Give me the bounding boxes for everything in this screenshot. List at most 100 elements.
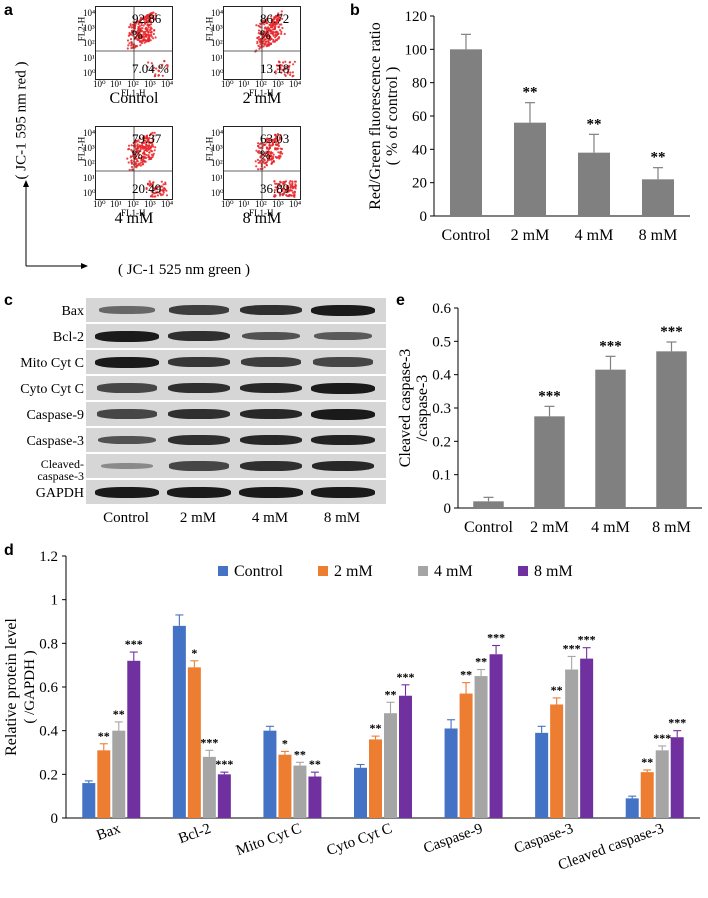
blot-row-label: Bcl-2 [52, 330, 84, 345]
y-axis-title: Cleaved caspase-3 [397, 349, 414, 468]
flow-event-dot [270, 151, 273, 154]
blot-band [168, 408, 230, 420]
flow-event-dot [152, 37, 155, 40]
flow-event-dot [143, 21, 146, 24]
flow-event-dot [153, 149, 156, 152]
blot-band [100, 462, 154, 470]
significance-mark: *** [215, 757, 233, 771]
flow-event-dot [150, 21, 153, 24]
flow-event-dot [280, 30, 283, 33]
flow-event-dot [130, 33, 133, 36]
significance-mark: *** [660, 324, 683, 340]
significance-mark: ** [651, 150, 666, 166]
flow-event-dot [280, 64, 284, 67]
panel-label-a: a [4, 2, 13, 19]
flow-event-dot [145, 144, 148, 147]
flow-event-dot [134, 22, 137, 25]
flow-y-tick: 10⁴ [83, 8, 96, 18]
flow-event-dot [149, 157, 152, 160]
bar [580, 658, 594, 818]
significance-mark: *** [563, 641, 581, 655]
flow-event-dot [143, 151, 146, 154]
flow-event-dot [133, 145, 137, 148]
flow-event-dot [278, 191, 281, 194]
flow-event-dot [288, 181, 291, 185]
blot-strip [86, 298, 386, 322]
flow-event-dot [275, 156, 278, 159]
flow-y-tick: 10⁰ [211, 68, 224, 78]
flow-event-dot [262, 36, 265, 39]
flow-event-dot [280, 10, 283, 13]
bar [642, 179, 674, 216]
flow-event-dot [289, 183, 292, 186]
flow-event-dot [291, 71, 294, 74]
bar [127, 660, 141, 818]
flow-event-dot [271, 32, 274, 35]
flow-event-dot [130, 47, 133, 50]
flow-event-dot [285, 188, 288, 191]
flow-event-dot [150, 12, 153, 15]
flow-event-dot [134, 162, 137, 165]
y-tick-label: 0.6 [432, 301, 451, 317]
y-tick-label: 40 [412, 142, 427, 158]
flow-event-dot [151, 140, 154, 143]
blot-strip [86, 376, 386, 400]
bar [578, 152, 610, 216]
bar [308, 776, 322, 818]
flow-event-dot [294, 187, 297, 190]
flow-event-dot [129, 38, 133, 41]
flow-event-dot [138, 39, 141, 42]
flow-event-dot [134, 141, 137, 144]
panel-label-e: e [396, 292, 405, 309]
flow-event-dot [257, 29, 261, 32]
flow-event-dot [149, 146, 152, 149]
bar [187, 667, 201, 818]
flow-event-dot [282, 61, 285, 64]
flow-event-dot [284, 74, 287, 77]
flow-event-dot [157, 69, 160, 72]
flow-event-dot [273, 139, 276, 142]
flow-event-dot [272, 40, 275, 43]
panel-b: b 0 20 40 60 80 100 120 Control ** 2 mM ** 4 mM ** 8 … [350, 0, 708, 290]
flow-event-dot [154, 73, 157, 76]
significance-mark: ** [460, 668, 472, 682]
flow-event-dot [150, 33, 153, 36]
flow-event-dot [266, 31, 269, 34]
flow-event-dot [130, 165, 134, 169]
x-tick-label: 8 mM [639, 227, 678, 244]
flow-event-dot [128, 33, 131, 36]
blot-band [240, 357, 302, 367]
flow-event-dot [142, 17, 145, 20]
flow-event-dot [145, 186, 148, 190]
panel-e: e 0 0.1 0.2 0.3 0.4 0.5 0.6 Control *** 2 mM *** 4 … [390, 290, 708, 540]
flow-x-tick: 10² [127, 79, 139, 89]
flow-event-dot [137, 152, 140, 155]
flow-y-tick: 10² [83, 38, 95, 48]
x-tick-label: 4 mM [575, 227, 614, 244]
bar [473, 501, 504, 508]
flow-event-dot [142, 137, 145, 140]
flow-upper-percent: 79.37 % [132, 131, 162, 162]
flow-y-tick: 10¹ [211, 53, 223, 63]
flow-y-tick: 10³ [211, 23, 223, 33]
flow-event-dot [151, 155, 154, 159]
flow-event-dot [277, 155, 280, 158]
flow-event-dot [281, 26, 284, 30]
flow-event-dot [126, 157, 129, 160]
flow-event-dot [276, 68, 279, 71]
flow-event-dot [156, 190, 159, 193]
flow-event-dot [277, 36, 281, 39]
flow-event-dot [289, 186, 292, 189]
flow-event-dot [274, 72, 277, 75]
flow-event-dot [267, 138, 270, 141]
flow-event-dot [267, 34, 270, 37]
flow-event-dot [272, 160, 275, 163]
flow-event-dot [152, 14, 155, 17]
flow-y-tick: 10³ [211, 143, 223, 153]
blot-band [314, 331, 372, 341]
bar [399, 695, 412, 818]
flow-event-dot [135, 158, 138, 161]
flow-x-tick: 10³ [272, 199, 284, 209]
flow-event-dot [277, 142, 280, 145]
flow-y-tick: 10¹ [83, 53, 95, 63]
